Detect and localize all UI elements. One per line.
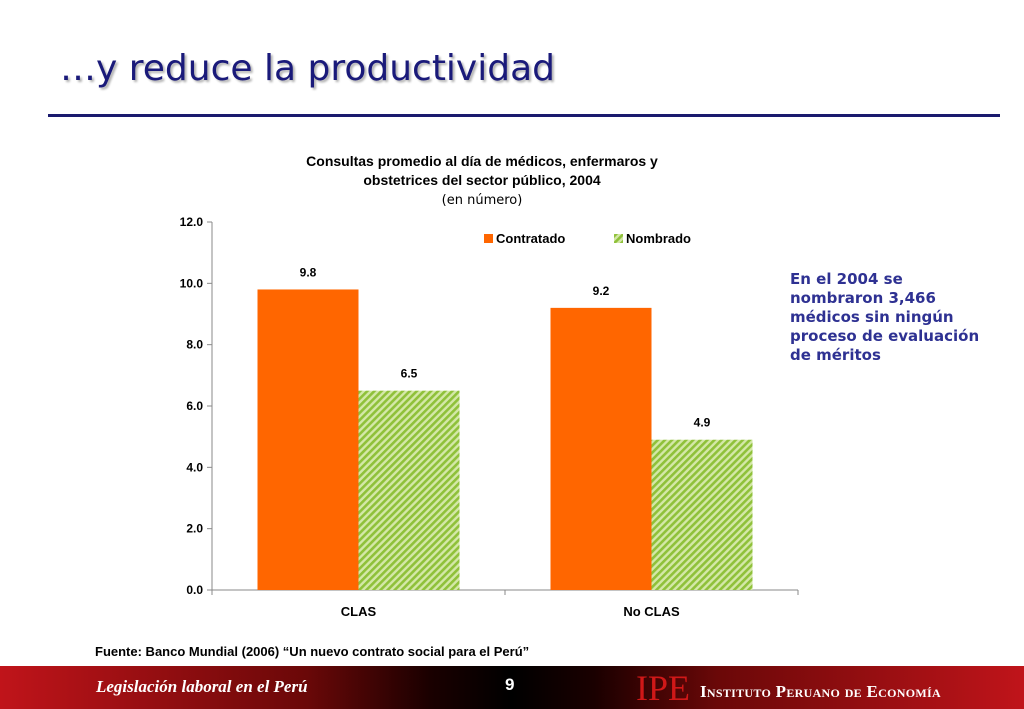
- bar-contratado-no-clas: [550, 307, 652, 590]
- footer-bar: Legislación laboral en el Perú 9 IPE Ins…: [0, 666, 1024, 709]
- legend-swatch: [484, 234, 493, 243]
- chart-title-line-1: Consultas promedio al día de médicos, en…: [306, 153, 658, 169]
- callout-note: En el 2004 se nombraron 3,466 médicos si…: [790, 270, 980, 364]
- source-note: Fuente: Banco Mundial (2006) “Un nuevo c…: [95, 644, 530, 659]
- data-label: 6.5: [401, 367, 418, 381]
- footer-presentation-title: Legislación laboral en el Perú: [96, 677, 308, 696]
- y-tick-label: 4.0: [186, 460, 203, 474]
- page-number: 9: [505, 675, 515, 694]
- x-category-label: CLAS: [341, 604, 377, 619]
- legend-label: Nombrado: [626, 231, 691, 246]
- data-label: 9.8: [300, 265, 317, 279]
- y-tick-label: 0.0: [186, 583, 203, 597]
- y-tick-label: 8.0: [186, 338, 203, 352]
- slide-title: …y reduce la productividad: [60, 48, 555, 89]
- chart-title-line-2: obstetrices del sector público, 2004: [363, 172, 601, 188]
- bar-contratado-clas: [257, 289, 359, 590]
- data-label: 4.9: [694, 416, 711, 430]
- legend-label: Contratado: [496, 231, 565, 246]
- institution-name: Instituto Peruano de Economía: [700, 682, 941, 701]
- y-tick-label: 2.0: [186, 522, 203, 536]
- bar-chart: Consultas promedio al día de médicos, en…: [180, 153, 799, 619]
- y-tick-label: 10.0: [180, 276, 204, 290]
- chart-subtitle: (en número): [442, 193, 523, 208]
- bar-nombrado-no-clas: [651, 439, 753, 590]
- data-label: 9.2: [593, 284, 610, 298]
- y-tick-label: 12.0: [180, 215, 204, 229]
- title-divider: [48, 114, 1000, 117]
- legend-swatch: [614, 234, 623, 243]
- ipe-logo: IPE: [636, 668, 690, 708]
- y-tick-label: 6.0: [186, 399, 203, 413]
- x-category-label: No CLAS: [623, 604, 680, 619]
- bar-nombrado-clas: [358, 390, 460, 590]
